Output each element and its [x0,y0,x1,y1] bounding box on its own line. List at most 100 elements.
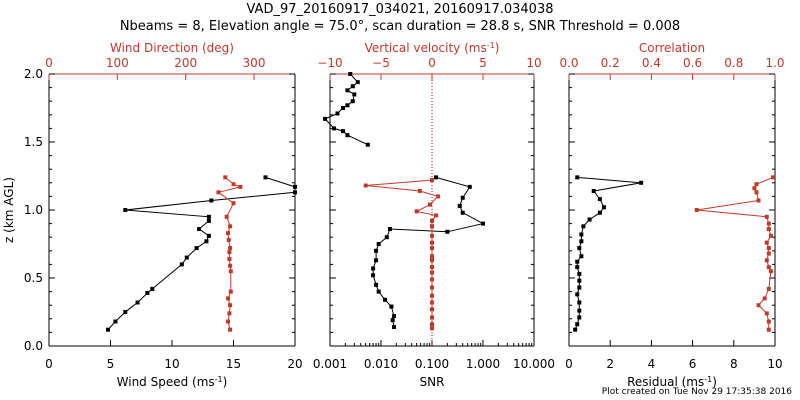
data-point [216,190,221,195]
data-point [231,182,236,187]
bottom-tick-label: 10 [767,357,782,371]
data-point [639,180,644,185]
data-point [764,258,769,263]
bottom-tick-label: 15 [226,357,241,371]
data-point [430,307,434,312]
data-point [228,303,233,308]
panel-2: 0.001 0.010 0.100 1.000 10.000 −10 −5 0 5 10 SNR Ve… [313,41,555,390]
data-point [430,315,434,320]
data-point [579,239,584,244]
data-point [145,290,150,295]
data-point [587,217,592,222]
data-point [575,175,580,180]
data-point [392,324,397,329]
bottom-tick-label: 1.000 [466,357,500,371]
data-point [341,106,346,110]
data-point [467,184,472,189]
data-point [341,129,346,134]
chart-title: VAD_97_20160917_034021, 20160917.034038 [246,2,554,17]
data-point [113,319,118,324]
data-point [694,208,699,212]
data-point [597,210,602,215]
data-point [430,240,434,245]
top-tick-label: 100 [106,56,129,70]
data-point [350,99,355,104]
data-point [226,231,231,236]
data-point [389,304,394,309]
data-point [150,286,155,291]
data-point [204,239,209,244]
data-point [445,229,450,234]
data-point [374,258,379,263]
data-point [591,188,596,193]
data-point [390,318,395,323]
bottom-tick-label: 20 [287,357,302,371]
top-tick-label: 0.6 [683,56,702,70]
data-point [754,190,759,195]
top-axis-label: Wind Direction (deg) [110,41,234,55]
bottom-axis-label: Residual (ms-1) [627,375,717,390]
top-tick-label: 0 [45,56,53,70]
top-tick-label: −5 [372,56,390,70]
data-point [179,262,184,267]
bottom-tick-label: 4 [648,357,656,371]
bottom-tick-label: 10.000 [513,357,555,371]
data-point [263,175,268,180]
bottom-axis-label: SNR [420,375,445,389]
data-point [226,319,231,324]
data-point [430,265,434,270]
data-point [363,183,368,188]
data-point [766,319,771,324]
top-tick-label: 10 [526,56,541,70]
data-point [575,259,580,264]
data-point [350,84,355,89]
data-point [430,293,434,298]
data-point [224,214,229,219]
data-point [228,224,233,229]
data-point [577,285,582,290]
top-tick-label: 5 [479,56,487,70]
data-point [430,246,434,251]
data-point [323,116,328,121]
data-point [766,327,771,332]
data-point [376,289,381,294]
top-tick-label: 300 [243,56,266,70]
data-point [581,224,586,229]
series-line [574,176,642,330]
data-point [573,327,578,332]
data-point [228,289,233,294]
data-point [374,282,379,287]
data-point [457,203,462,208]
data-point [345,133,350,138]
data-point [335,111,340,116]
data-point [374,248,379,253]
data-point [766,286,771,291]
data-point [766,251,771,256]
data-point [756,198,761,203]
data-point [345,88,350,93]
data-point [430,224,434,229]
series-line [107,176,296,331]
data-point [434,175,439,180]
data-point [430,258,434,263]
data-point [577,278,582,283]
top-tick-label: 0.0 [559,56,578,70]
bottom-tick-label: 2 [606,357,614,371]
bottom-tick-label: 5 [107,357,115,371]
data-point [766,246,771,251]
y-tick-label: 1.0 [24,203,43,217]
bottom-tick-label: 0 [565,357,573,371]
data-point [430,300,434,305]
data-point [575,322,580,327]
data-point [238,184,243,189]
top-tick-label: 200 [174,56,197,70]
data-point [227,311,232,316]
data-point [597,197,602,202]
y-tick-label: 0.0 [24,339,43,353]
y-tick-label: 2.0 [24,67,43,81]
data-point [430,254,434,259]
data-point [383,297,388,302]
data-point [392,314,397,319]
data-point [577,271,582,276]
